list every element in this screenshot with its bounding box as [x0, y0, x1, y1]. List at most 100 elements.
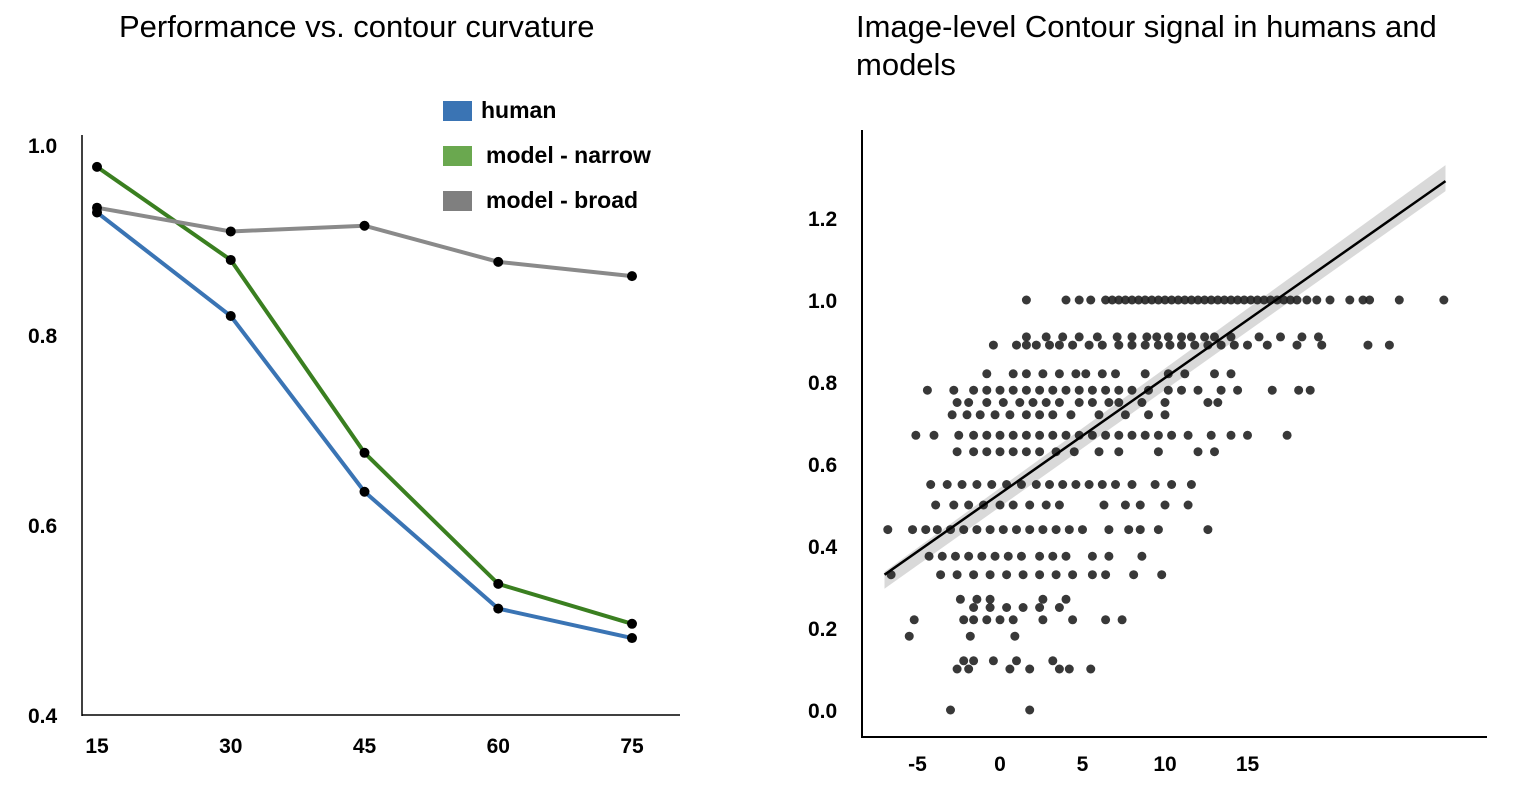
scatter-point — [982, 385, 992, 395]
scatter-point — [1021, 295, 1031, 305]
scatter-point — [1054, 603, 1064, 612]
left-x-tick-label: 30 — [219, 735, 242, 758]
scatter-point — [1254, 332, 1264, 342]
scatter-point — [1038, 615, 1048, 625]
scatter-point — [1035, 551, 1045, 561]
scatter-point — [1262, 340, 1272, 350]
scatter-point — [1068, 615, 1078, 625]
left-y-tick-label: 0.8 — [28, 325, 58, 348]
scatter-point — [1135, 500, 1145, 510]
scatter-point — [1193, 385, 1203, 395]
scatter-point — [926, 480, 936, 489]
scatter-point — [1246, 295, 1256, 305]
scatter-point — [1210, 332, 1219, 342]
scatter-point — [1210, 447, 1219, 457]
right-y-tick-label: 0.2 — [808, 618, 837, 641]
scatter-point — [942, 480, 952, 489]
scatter-point — [1213, 398, 1223, 407]
scatter-point — [936, 570, 946, 580]
legend-swatch — [443, 101, 472, 121]
scatter-point — [964, 664, 974, 674]
scatter-point — [1112, 332, 1122, 342]
scatter-point — [1074, 332, 1084, 342]
scatter-point — [1087, 398, 1097, 407]
scatter-point — [1021, 410, 1031, 420]
scatter-point — [1104, 551, 1114, 561]
data-point — [627, 633, 637, 644]
scatter-point — [977, 551, 987, 561]
scatter-point — [932, 525, 942, 535]
scatter-point — [1048, 385, 1058, 395]
scatter-point — [1153, 447, 1163, 457]
scatter-point — [1117, 615, 1127, 625]
scatter-point — [969, 615, 979, 625]
scatter-point — [1114, 295, 1124, 305]
scatter-point — [1160, 398, 1170, 407]
scatter-point — [959, 525, 969, 535]
scatter-point — [1305, 385, 1315, 395]
scatter-point — [1041, 332, 1051, 342]
right-y-tick-label: 0.8 — [808, 372, 838, 395]
scatter-point — [1177, 340, 1186, 350]
scatter-point — [1101, 570, 1111, 580]
legend-label: human — [481, 97, 556, 123]
scatter-point — [909, 615, 919, 625]
scatter-point — [990, 410, 1000, 420]
scatter-point — [1203, 398, 1213, 407]
scatter-point — [1279, 295, 1289, 305]
scatter-point — [1345, 295, 1355, 305]
scatter-point — [1200, 295, 1210, 305]
left-x-tick-label: 15 — [85, 735, 109, 758]
scatter-point — [1038, 525, 1048, 535]
scatter-point — [1394, 295, 1404, 305]
scatter-point — [982, 369, 992, 379]
scatter-point — [1285, 295, 1295, 305]
scatter-point — [965, 631, 975, 641]
scatter-point — [921, 525, 931, 535]
scatter-point — [1002, 603, 1012, 612]
scatter-point — [1087, 551, 1097, 561]
scatter-point — [1018, 570, 1028, 580]
left-y-tick-label: 1.0 — [28, 135, 57, 158]
scatter-point — [1008, 500, 1018, 510]
scatter-point — [949, 385, 959, 395]
scatter-point — [982, 615, 992, 625]
scatter-point — [1086, 664, 1096, 674]
right-y-tick-label: 0.0 — [808, 700, 837, 723]
scatter-point — [1074, 398, 1084, 407]
scatter-point — [1078, 525, 1087, 535]
data-point — [359, 447, 370, 458]
scatter-point — [1101, 385, 1111, 395]
scatter-point — [1035, 570, 1045, 580]
scatter-point — [1081, 369, 1091, 379]
legend-swatch — [443, 146, 472, 166]
scatter-point — [1008, 447, 1018, 457]
scatter-point — [1167, 430, 1177, 440]
right-y-tick-label: 1.0 — [808, 290, 837, 313]
scatter-point — [1048, 551, 1058, 561]
data-point — [627, 271, 637, 282]
scatter-point — [946, 705, 955, 715]
scatter-point — [985, 594, 995, 604]
scatter-point — [1124, 525, 1134, 535]
scatter-point — [1048, 656, 1058, 666]
scatter-point — [1317, 340, 1327, 350]
data-point — [493, 256, 504, 267]
scatter-point — [1294, 385, 1304, 395]
scatter-point — [1035, 410, 1045, 420]
scatter-point — [1012, 525, 1021, 535]
scatter-point — [1239, 295, 1249, 305]
scatter-point — [1363, 340, 1373, 350]
right-x-tick-label: 15 — [1236, 753, 1260, 776]
scatter-point — [904, 631, 914, 641]
scatter-point — [1180, 295, 1190, 305]
scatter-point — [1101, 615, 1111, 625]
scatter-point — [1226, 430, 1236, 440]
scatter-point — [952, 664, 962, 674]
scatter-point — [1153, 430, 1163, 440]
scatter-point — [1008, 430, 1018, 440]
scatter-point — [1180, 369, 1190, 379]
scatter-point — [1005, 664, 1015, 674]
scatter-point — [1008, 385, 1018, 395]
scatter-point — [1219, 295, 1229, 305]
